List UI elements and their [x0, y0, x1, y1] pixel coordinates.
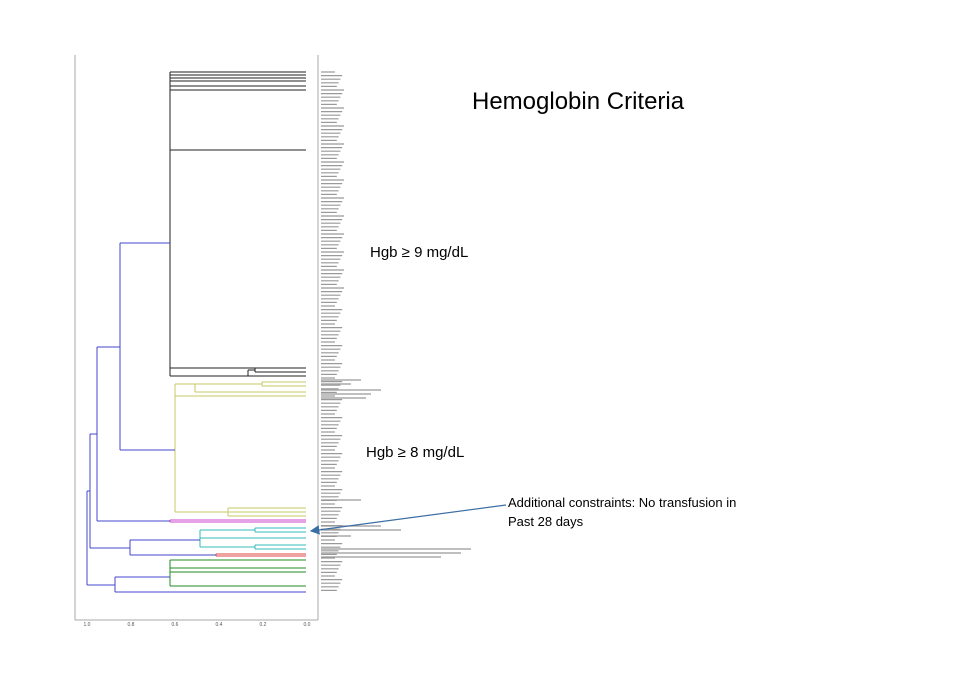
constraint-line-2: Past 28 days [508, 514, 584, 529]
x-tick-label: 1.0 [84, 622, 91, 628]
constraint-line-1: Additional constraints: No transfusion i… [508, 495, 737, 510]
annotation-arrow [309, 504, 507, 535]
cluster-links [86, 71, 306, 593]
hgb9-annotation: Hgb ≥ 9 mg/dL [370, 244, 469, 261]
x-tick-label: 0.8 [128, 622, 135, 628]
page-title: Hemoglobin Criteria [472, 88, 685, 115]
leaf-labels [321, 71, 471, 592]
x-tick-label: 0.0 [304, 622, 311, 628]
x-tick-label: 0.6 [172, 622, 179, 628]
hgb8-annotation: Hgb ≥ 8 mg/dL [366, 444, 465, 461]
constraint-note: Additional constraints: No transfusion i… [508, 493, 736, 531]
x-tick-label: 0.4 [216, 622, 223, 628]
x-tick-label: 0.2 [260, 622, 267, 628]
